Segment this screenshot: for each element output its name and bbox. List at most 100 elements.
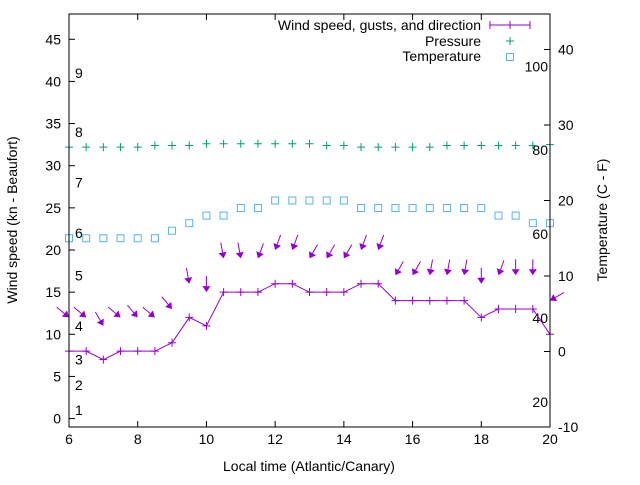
y-axis-label: Wind speed (kn - Beaufort) — [4, 136, 20, 303]
legend-wind-sample — [489, 21, 531, 29]
gust-arrow-head — [130, 310, 138, 318]
gust-arrow-head — [184, 277, 193, 284]
gust-arrow-shaft — [293, 234, 299, 245]
legend: Wind speed, gusts, and direction Pressur… — [278, 17, 531, 64]
legend-label-temperature: Temperature — [402, 48, 481, 64]
y-tick-label: 40 — [45, 73, 61, 89]
y-tick-label: 30 — [45, 158, 61, 174]
y2-tick-label: 10 — [558, 268, 574, 284]
pressure-point — [168, 141, 177, 150]
y-tick-label: 45 — [45, 31, 61, 47]
gust-arrow-head — [444, 268, 452, 276]
gust-arrow-head — [343, 251, 351, 259]
pressure-point — [150, 141, 159, 150]
gust-arrow-head — [96, 318, 104, 326]
x-tick-label: 8 — [134, 431, 142, 447]
gust-arrow-shaft — [464, 259, 468, 270]
pressure-point — [511, 141, 520, 150]
temperature-point — [460, 204, 469, 213]
wind-speed-point — [168, 338, 177, 347]
wind-speed-point — [236, 288, 245, 297]
wind-speed-point — [528, 305, 537, 313]
temperature-point — [168, 226, 177, 235]
pressure-point — [133, 143, 142, 152]
temperature-point — [511, 211, 520, 220]
legend-label-pressure: Pressure — [425, 33, 481, 49]
x-tick-label: 18 — [473, 431, 489, 447]
x-tick-label: 14 — [336, 431, 352, 447]
fahrenheit-label: 100 — [525, 58, 549, 74]
legend-temperature-sample — [506, 53, 514, 61]
pressure-point — [442, 141, 451, 150]
wind-speed-point — [391, 296, 400, 305]
y2-tick-label: 0 — [558, 343, 566, 359]
beaufort-label: 8 — [75, 124, 83, 140]
y2-tick-label: -10 — [558, 419, 578, 435]
gust-arrow-head — [273, 242, 281, 250]
gust-arrow-head — [376, 242, 385, 250]
fahrenheit-label: 20 — [532, 394, 548, 410]
temperature-point — [185, 219, 194, 228]
gust-arrow-shaft — [185, 267, 189, 278]
pressure-point — [494, 141, 503, 150]
pressure-point — [202, 139, 211, 148]
x-tick-label: 10 — [199, 431, 215, 447]
temperature-point — [253, 204, 262, 213]
y-tick-label: 5 — [53, 368, 61, 384]
gust-arrow-head — [202, 286, 211, 293]
gust-arrow-shaft — [237, 242, 241, 253]
x-axis-label: Local time (Atlantic/Canary) — [223, 458, 395, 474]
gust-arrow-head — [256, 251, 264, 259]
beaufort-label: 7 — [75, 175, 83, 191]
pressure-point — [219, 139, 228, 148]
wind-speed-point — [185, 313, 194, 322]
beaufort-label: 5 — [75, 267, 83, 283]
wind-speed-point — [288, 279, 297, 288]
wind-speed-point — [374, 279, 383, 288]
pressure-point — [271, 139, 280, 148]
gust-arrow-shaft — [500, 260, 505, 270]
beaufort-label: 6 — [75, 225, 83, 241]
temperature-point — [202, 211, 211, 220]
gust-arrow-shaft — [142, 306, 151, 314]
gust-arrow-shaft — [56, 306, 65, 314]
temperature-point — [322, 196, 331, 205]
pressure-point — [322, 141, 331, 150]
temperature-point — [339, 196, 348, 205]
pressure-point — [82, 143, 91, 152]
y-tick-label: 15 — [45, 284, 61, 300]
x-tick-label: 16 — [405, 431, 421, 447]
temperature-point — [288, 196, 297, 205]
temperature-point — [236, 204, 245, 213]
temperature-point — [271, 196, 280, 205]
gust-arrow-shaft — [379, 234, 385, 245]
gust-arrow-shaft — [259, 243, 264, 253]
pressure-point — [528, 141, 537, 150]
gust-arrow-shaft — [447, 259, 451, 270]
gust-arrow-head — [528, 269, 537, 276]
wind-speed-point — [511, 305, 520, 313]
beaufort-label: 1 — [75, 402, 83, 418]
wind-speed-point — [82, 347, 91, 356]
wind-speed-point — [99, 355, 108, 364]
wind-speed-point — [322, 288, 331, 297]
wind-speed-point — [494, 305, 503, 313]
beaufort-label: 4 — [75, 318, 83, 334]
gust-arrow-head — [147, 310, 155, 318]
y2-tick-label: 20 — [558, 192, 574, 208]
pressure-point — [374, 143, 383, 152]
gust-arrow-shaft — [73, 306, 82, 314]
pressure-point — [460, 141, 469, 150]
gust-arrow-shaft — [312, 244, 318, 254]
pressure-point — [288, 139, 297, 148]
wind-speed-point — [150, 347, 159, 356]
wind-speed-point — [133, 347, 142, 356]
gust-arrow-shaft — [276, 234, 282, 245]
y2-axis-label: Temperature (C - F) — [594, 159, 610, 282]
legend-label-wind: Wind speed, gusts, and direction — [278, 17, 481, 33]
wind-speed-point — [305, 288, 314, 297]
pressure-point — [408, 143, 417, 152]
gust-arrow-head — [218, 251, 227, 259]
temperature-point — [150, 234, 159, 243]
